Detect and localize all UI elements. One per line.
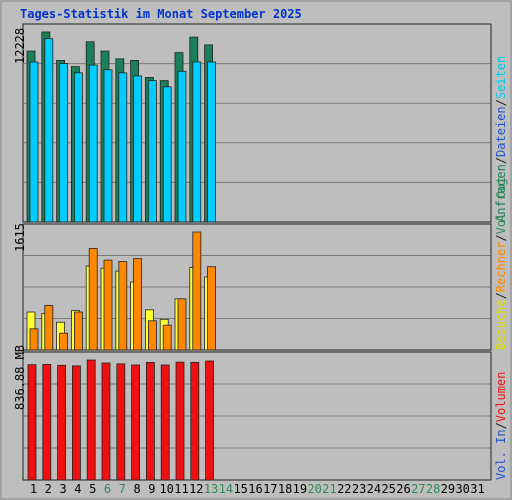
bar-rechner-day-8 [133,258,143,351]
bar-volumen-day-2 [42,364,52,481]
legend-item: Dateien [494,106,508,157]
legend-item: Rechner [494,241,508,293]
day-label: 7 [118,482,126,496]
day-label: 22 [337,482,352,496]
bar-rechner-day-1 [29,328,39,351]
day-label: 28 [425,482,441,496]
day-label: 26 [396,482,411,496]
bar-rechner-day-5 [88,248,98,351]
legend-item: Besuche [494,299,508,350]
bar-rechner-day-6 [103,259,113,351]
bar-dateien-day-10 [162,86,172,223]
day-label: 16 [248,482,263,496]
day-label: 14 [218,482,234,496]
bar-volumen-day-9 [145,362,155,481]
legend-item: / [494,422,508,430]
day-label: 31 [470,482,485,496]
page-title: Tages-Statistik im Monat September 2025 [20,7,302,21]
legend-item: Seiten [494,55,508,100]
legend-item: Vol. In [494,429,508,480]
bar-volumen-day-6 [101,362,111,481]
day-label: 13 [203,482,219,496]
bar-dateien-day-4 [74,72,83,223]
day-label: 2 [44,482,52,496]
middle-legend: Besuche/Rechner/Vol. Out [494,177,508,350]
bar-rechner-day-10 [162,324,172,351]
bar-rechner-day-3 [59,332,68,351]
bar-volumen-day-1 [27,364,37,481]
legend-item: / [494,234,508,242]
bar-rechner-day-2 [44,305,54,351]
legend-item: Vol. Out [494,176,508,235]
bottom-legend: Vol. In/Volumen [494,352,508,480]
bar-dateien-day-13 [207,61,217,223]
day-label: 9 [148,482,156,496]
bar-volumen-day-11 [175,361,185,481]
day-label: 5 [89,482,97,496]
bar-volumen-day-10 [160,364,170,481]
bar-rechner-day-13 [207,266,217,351]
day-label: 3 [59,482,67,496]
bar-dateien-day-1 [29,61,39,223]
bar-dateien-day-6 [103,69,113,223]
day-label: 23 [351,482,367,496]
legend-item: / [494,99,508,107]
bar-rechner-day-7 [118,261,128,351]
legend-item: / [494,156,508,165]
legend-item: Volumen [494,371,508,423]
day-label: 17 [263,482,278,496]
bar-volumen-day-4 [72,365,81,481]
day-label: 1 [29,482,38,496]
bar-volumen-day-3 [57,364,66,481]
middle-panel-max-label: 1615 [13,223,27,252]
day-label: 29 [440,482,456,496]
day-label: 8 [133,482,141,496]
bar-dateien-day-3 [59,63,68,223]
bar-volumen-day-8 [131,364,141,481]
bar-dateien-day-12 [192,61,202,223]
bar-rechner-day-9 [147,320,157,351]
day-label: 18 [277,482,293,496]
day-label: 19 [292,482,308,496]
day-label: 4 [74,482,82,496]
bar-rechner-day-4 [74,311,83,351]
day-label: 24 [366,482,382,496]
bar-dateien-day-9 [147,80,157,223]
bar-dateien-day-11 [177,70,187,223]
day-label: 21 [322,482,337,496]
bar-dateien-day-5 [88,64,98,223]
day-label: 11 [174,482,189,496]
day-label: 20 [307,482,322,496]
bar-rechner-day-12 [192,231,202,351]
day-label: 25 [381,482,396,496]
day-label: 6 [103,482,112,496]
bar-dateien-day-7 [118,72,128,223]
day-label: 27 [411,482,426,496]
day-label: 30 [455,482,470,496]
day-label: 12 [189,482,204,496]
bar-volumen-day-12 [190,362,200,481]
bar-volumen-day-5 [86,359,96,481]
day-label: 15 [233,482,248,496]
bar-volumen-day-13 [205,360,215,481]
bar-volumen-day-7 [116,363,126,481]
bar-rechner-day-11 [177,298,187,351]
bar-dateien-day-2 [44,38,54,223]
bottom-panel-max-label: 836.88 MB [13,344,27,410]
day-label: 10 [159,482,174,496]
top-panel-max-label: 12228 [13,27,27,64]
legend-item: / [494,292,508,300]
bar-dateien-day-8 [133,75,143,223]
